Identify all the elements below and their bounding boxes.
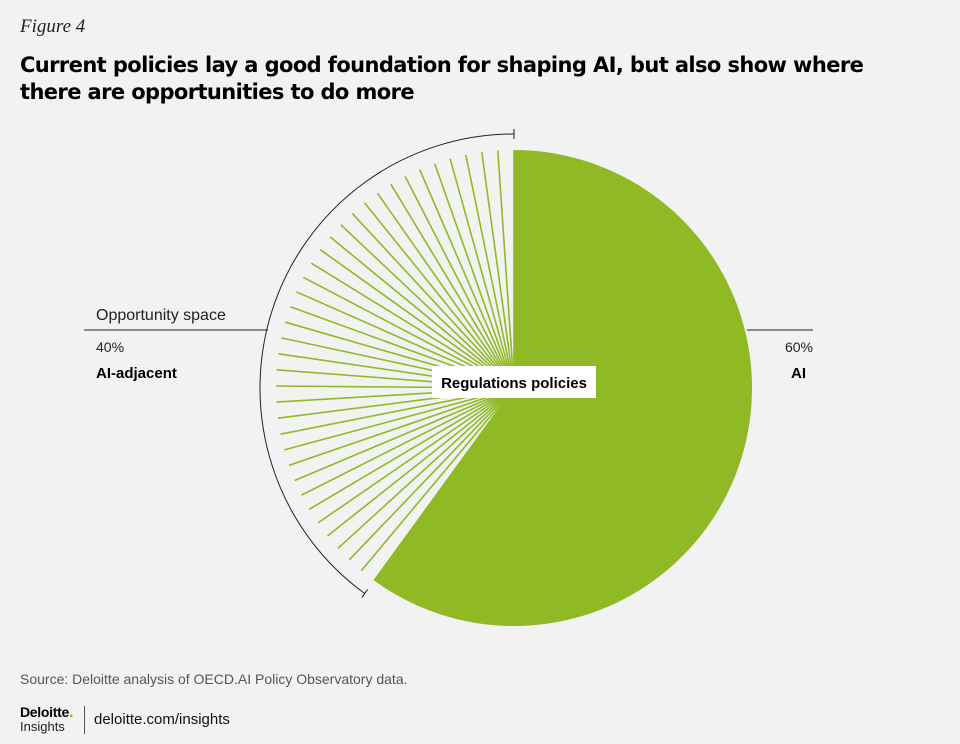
hatch-line bbox=[308, 387, 515, 510]
ai-value-label: 60% bbox=[785, 339, 813, 355]
ai-adjacent-name-label: AI-adjacent bbox=[96, 365, 177, 382]
hatch-line bbox=[433, 163, 515, 389]
hatch-line bbox=[390, 183, 515, 389]
figure-label: Figure 4 bbox=[20, 16, 86, 37]
hatch-line bbox=[317, 387, 515, 524]
hatch-line bbox=[376, 192, 515, 389]
hatch-line bbox=[351, 212, 515, 389]
hatch-line bbox=[288, 387, 515, 467]
hatch-line bbox=[283, 387, 515, 451]
logo-dot: . bbox=[68, 704, 74, 721]
hatch-line bbox=[449, 158, 515, 389]
hatch-line bbox=[348, 387, 515, 561]
hatch-line bbox=[327, 387, 515, 537]
hatch-line bbox=[363, 202, 515, 389]
logo-sub: Insights bbox=[20, 719, 65, 734]
hatch-line bbox=[497, 150, 515, 389]
source-note: Source: Deloitte analysis of OECD.AI Pol… bbox=[20, 671, 408, 687]
chart-title: Current policies lay a good foundation f… bbox=[20, 53, 864, 104]
ai-name-label: AI bbox=[791, 365, 806, 382]
deloitte-insights-logo: Deloitte. Insights bbox=[20, 705, 73, 734]
bracket-label: Opportunity space bbox=[96, 307, 226, 324]
center-label-box bbox=[432, 366, 596, 398]
footer-url[interactable]: deloitte.com/insights bbox=[94, 711, 230, 728]
opportunity-bracket bbox=[259, 133, 515, 594]
hatch-line bbox=[329, 236, 515, 389]
hatch-line bbox=[337, 387, 515, 549]
center-label: Regulations policies bbox=[441, 375, 587, 392]
bracket-tick-bottom bbox=[361, 589, 369, 598]
hatch-line bbox=[418, 169, 515, 389]
logo-word: Deloitte bbox=[20, 704, 69, 720]
hatch-line bbox=[294, 387, 515, 482]
hatch-line bbox=[301, 387, 515, 496]
ai-adjacent-value-label: 40% bbox=[96, 339, 124, 355]
footer-divider bbox=[84, 706, 85, 734]
hatch-line bbox=[481, 152, 515, 389]
hatch-line bbox=[373, 387, 515, 581]
hatch-line bbox=[340, 224, 515, 389]
hatch-line bbox=[404, 176, 515, 389]
hatch-line bbox=[360, 387, 515, 572]
hatch-line bbox=[465, 154, 515, 389]
hatch-line bbox=[319, 249, 515, 389]
